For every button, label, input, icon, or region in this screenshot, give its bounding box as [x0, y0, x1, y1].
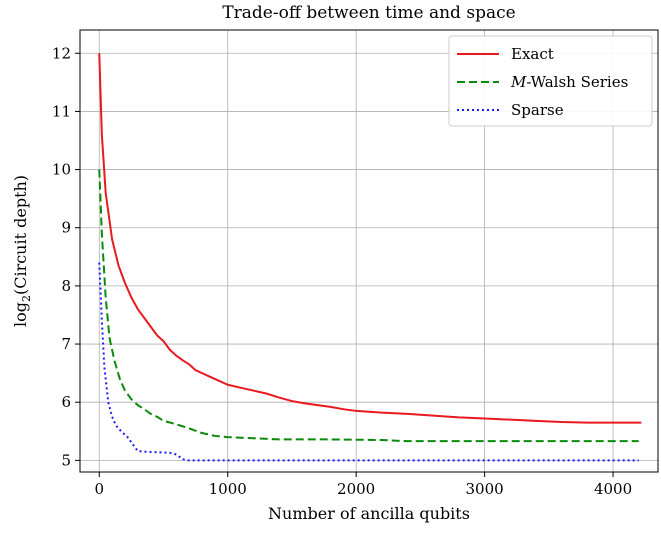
x-tick-label: 4000: [594, 480, 632, 498]
y-axis-label-rest: (Circuit depth): [11, 175, 30, 295]
y-tick-label: 6: [61, 393, 71, 411]
y-axis-label-subscript: 2: [20, 295, 33, 302]
x-tick-label: 0: [94, 480, 104, 498]
series-line-sparse: [98, 262, 639, 462]
series-line-m-walsh: [98, 169, 639, 443]
legend-label-m-walsh-rest: -Walsh Series: [526, 73, 628, 91]
x-tick-label: 3000: [466, 480, 504, 498]
chart-title: Trade-off between time and space: [222, 3, 515, 23]
series-line-exact: [98, 53, 642, 424]
y-tick-label: 5: [61, 451, 71, 469]
legend: Exact M-Walsh Series Sparse: [448, 35, 653, 127]
legend-box: [448, 35, 653, 127]
ticks: 0 1000 2000 3000 4000 5 6 7 8 9 10 11 12: [52, 44, 632, 498]
legend-label-sparse: Sparse: [511, 101, 564, 119]
y-tick-label: 12: [52, 44, 71, 62]
series-lines: [98, 53, 642, 462]
x-tick-label: 2000: [337, 480, 375, 498]
x-tick-label: 1000: [209, 480, 247, 498]
y-tick-label: 8: [61, 277, 71, 295]
x-axis-label: Number of ancilla qubits: [268, 504, 470, 523]
plot-frame: [79, 29, 659, 473]
y-tick-label: 9: [61, 219, 71, 237]
y-tick-label: 7: [61, 335, 71, 353]
grid: [80, 30, 658, 472]
y-tick-label: 10: [52, 161, 71, 179]
y-tick-label: 11: [52, 102, 71, 120]
y-axis-label-main: log: [11, 302, 30, 327]
legend-label-m-walsh: M-Walsh Series: [510, 73, 628, 91]
legend-label-m-walsh-italic: M: [510, 73, 527, 91]
y-axis-label: log2(Circuit depth): [11, 175, 33, 327]
legend-label-exact: Exact: [511, 45, 554, 63]
